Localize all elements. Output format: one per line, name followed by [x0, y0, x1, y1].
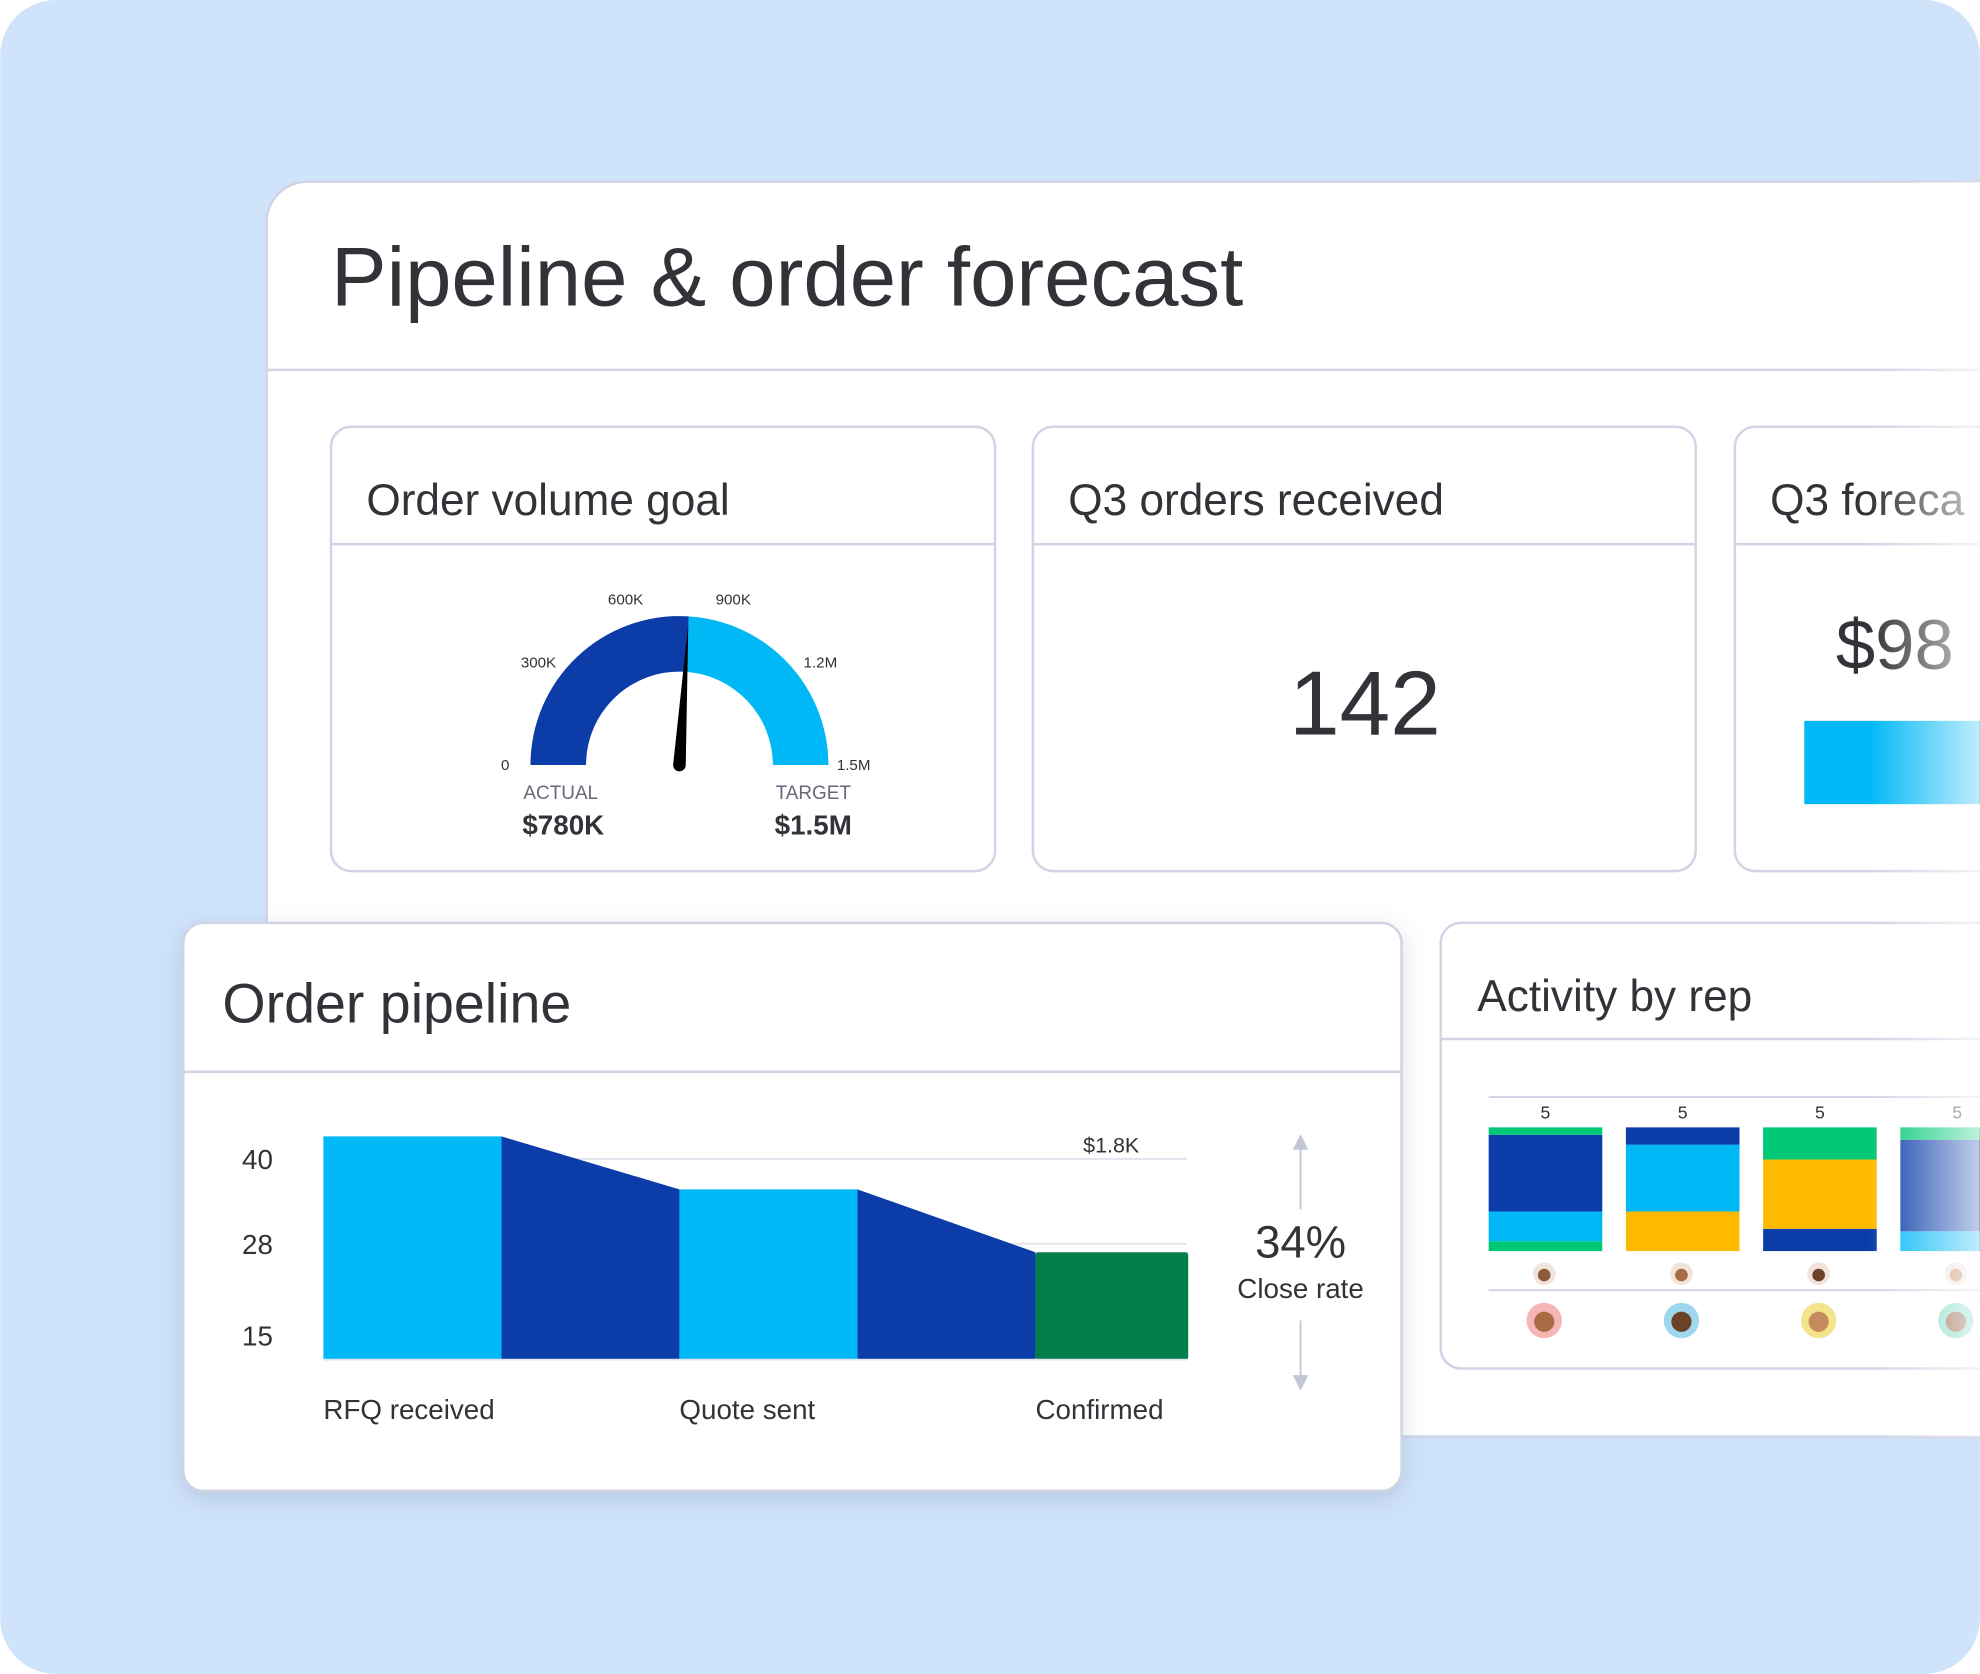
card-title: Q3 orders received	[1068, 476, 1444, 525]
gauge-remaining	[685, 616, 829, 766]
x-tick-label: Confirmed	[1035, 1394, 1163, 1425]
x-tick-label: Quote sent	[679, 1394, 815, 1425]
total-label: 5	[1541, 1103, 1551, 1123]
x-tick-label: RFQ received	[323, 1394, 494, 1425]
y-tick-label: 40	[242, 1144, 273, 1175]
funnel-connector	[501, 1136, 680, 1360]
bar-segment	[1625, 1144, 1740, 1212]
card-title: Order volume goal	[366, 476, 729, 525]
bar-segment	[1625, 1211, 1740, 1252]
gauge-fill	[530, 616, 689, 766]
total-label: 5	[1678, 1103, 1688, 1123]
bar-segment	[1763, 1159, 1877, 1229]
y-tick-label: 15	[242, 1321, 273, 1352]
bar-segment	[1488, 1134, 1603, 1212]
gauge-tick-label: 900K	[716, 591, 751, 608]
avatar-face	[1808, 1311, 1829, 1332]
funnel-bar	[1035, 1252, 1189, 1360]
actual-value: $780K	[522, 809, 604, 840]
gauge-tick-label: 300K	[521, 655, 556, 672]
total-label: 5	[1815, 1103, 1825, 1123]
y-tick-label: 28	[242, 1229, 273, 1260]
bar-segment	[1625, 1127, 1740, 1145]
edge-fade	[1868, 181, 1980, 1437]
bar-segment	[1488, 1241, 1603, 1252]
close-rate-value: 34%	[1255, 1216, 1346, 1267]
target-value: $1.5M	[775, 809, 852, 840]
gauge-needle	[673, 623, 689, 772]
gauge-tick-label: 1.5M	[837, 757, 871, 774]
card	[1031, 425, 1697, 873]
target-label: TARGET	[776, 783, 852, 804]
pipeline-chart: 15 28 40 RFQ received Quote sent Confirmed	[242, 1136, 1189, 1425]
gauge-tick-label: 600K	[608, 591, 643, 608]
close-rate-label: Close rate	[1237, 1273, 1364, 1304]
bar-segment	[1763, 1127, 1877, 1160]
close-rate-arrow	[1292, 1134, 1309, 1391]
avatar-face	[1534, 1311, 1555, 1332]
gauge-tick-label: 0	[501, 757, 509, 774]
funnel-connector	[857, 1189, 1036, 1360]
gauge: 0 300K 600K 900K 1.2M 1.5M	[501, 591, 870, 774]
avatar-face	[1671, 1311, 1692, 1332]
bar-segment	[1763, 1228, 1877, 1252]
card-title: Activity by rep	[1477, 972, 1752, 1021]
bar-segment	[1488, 1211, 1603, 1242]
funnel-bar	[679, 1189, 858, 1360]
funnel-bar	[323, 1136, 502, 1360]
page-title: Pipeline & order forecast	[331, 231, 1243, 324]
bar-segment	[1488, 1127, 1603, 1135]
kpi-value: 142	[1289, 654, 1441, 755]
annotation: $1.8K	[1083, 1134, 1140, 1158]
actual-label: ACTUAL	[523, 783, 598, 804]
avatar-face	[1812, 1268, 1825, 1282]
avatar-face	[1537, 1268, 1551, 1282]
gauge-tick-label: 1.2M	[804, 655, 838, 672]
avatar-face	[1675, 1268, 1688, 1282]
card-title: Order pipeline	[222, 973, 571, 1035]
